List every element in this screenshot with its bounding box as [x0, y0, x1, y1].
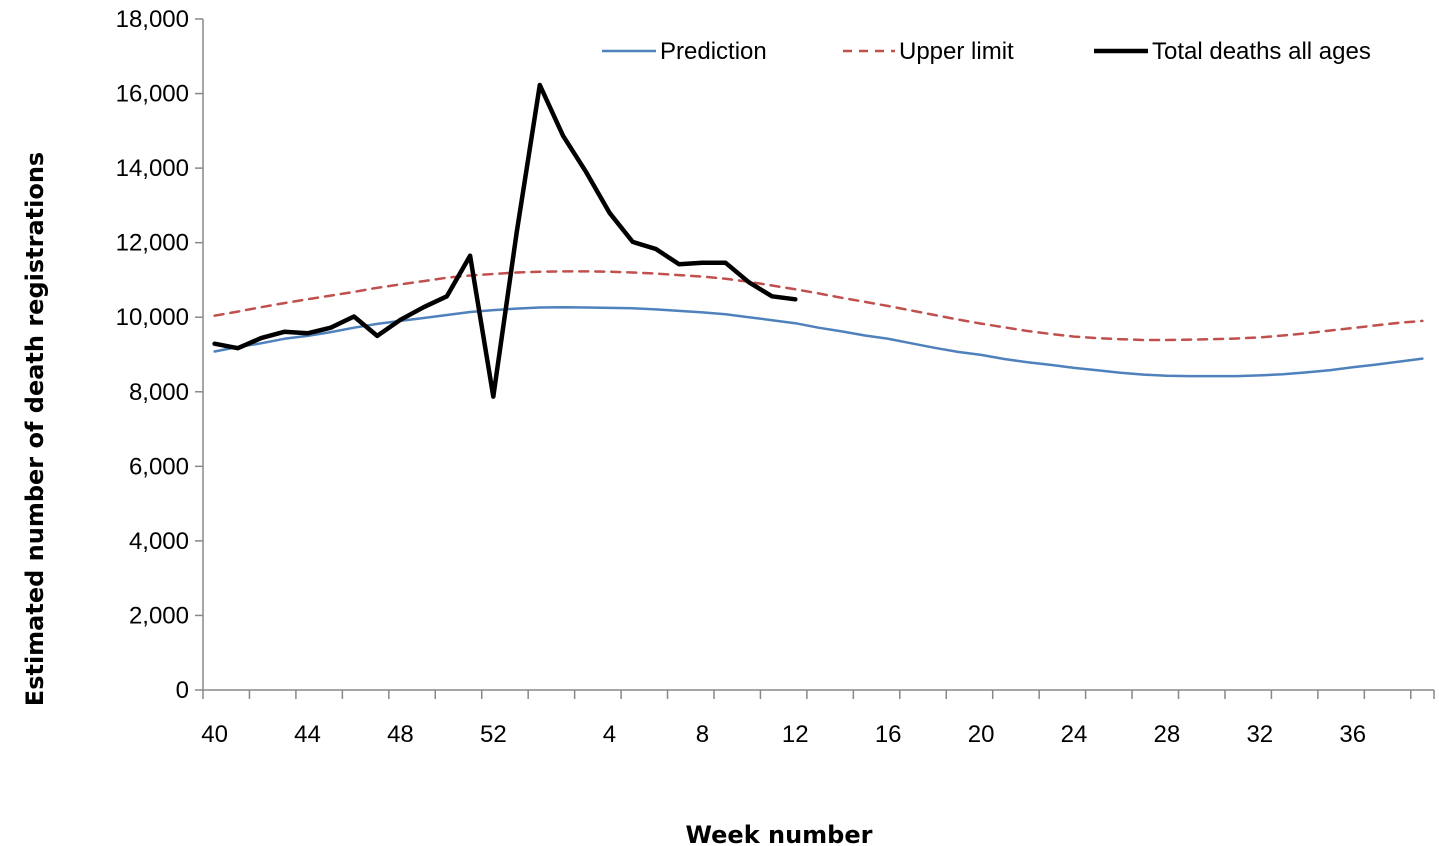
legend-label: Prediction	[660, 38, 767, 65]
x-tick-label: 32	[1246, 721, 1273, 748]
y-tick-label: 16,000	[116, 81, 189, 108]
x-tick-label: 28	[1154, 721, 1181, 748]
series-line-total-deaths-all-ages	[212, 82, 798, 399]
x-tick-label: 44	[294, 721, 321, 748]
y-tick-label: 2,000	[129, 602, 189, 629]
x-tick-label: 24	[1061, 721, 1088, 748]
x-tick-label: 48	[387, 721, 414, 748]
legend-label: Upper limit	[899, 38, 1014, 65]
series-layer	[212, 82, 1424, 399]
x-axis-ticks: 40 44 48 52 4 8 12 16 20 24 28 32 36	[201, 690, 1435, 748]
y-tick-label: 18,000	[116, 6, 189, 33]
x-tick-label: 20	[968, 721, 995, 748]
x-tick-label: 52	[480, 721, 507, 748]
y-axis-title: Estimated number of death registrations	[21, 152, 49, 706]
y-tick-label: 6,000	[129, 453, 189, 480]
y-axis-ticks: 0 2,000 4,000 6,000 8,000 10,000 12,000 14,000 1…	[116, 6, 203, 704]
legend-item: Prediction	[602, 38, 767, 65]
y-tick-label: 4,000	[129, 528, 189, 555]
x-tick-label: 4	[603, 721, 616, 748]
x-axis-title: Week number	[686, 821, 873, 846]
y-tick-label: 8,000	[129, 379, 189, 406]
y-tick-label: 10,000	[116, 304, 189, 331]
axes	[202, 19, 1434, 691]
x-tick-label: 8	[696, 721, 709, 748]
legend: Prediction Upper limit Total deaths all ag…	[602, 38, 1371, 65]
y-tick-label: 14,000	[116, 155, 189, 182]
series-line-prediction	[213, 305, 1424, 378]
x-tick-label: 40	[201, 721, 228, 748]
legend-item: Upper limit	[843, 38, 1014, 65]
legend-label: Total deaths all ages	[1152, 38, 1371, 65]
x-tick-label: 36	[1339, 721, 1366, 748]
y-tick-label: 0	[176, 677, 189, 704]
x-tick-label: 16	[875, 721, 902, 748]
y-tick-label: 12,000	[116, 230, 189, 257]
x-tick-label: 12	[782, 721, 809, 748]
series-line-upper-limit	[213, 270, 1424, 342]
legend-item: Total deaths all ages	[1094, 38, 1371, 65]
